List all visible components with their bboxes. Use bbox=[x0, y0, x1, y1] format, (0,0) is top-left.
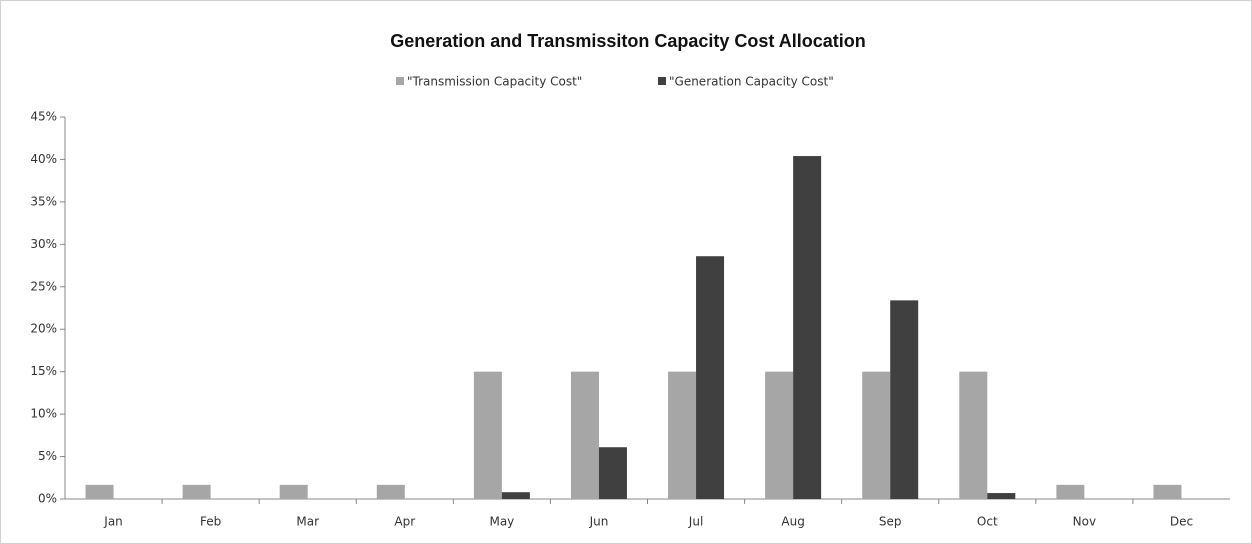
bar bbox=[501, 492, 530, 499]
x-tick-label: Aug bbox=[781, 515, 804, 529]
x-tick-label: Nov bbox=[1073, 515, 1096, 529]
bar bbox=[987, 493, 1016, 499]
bar bbox=[279, 484, 308, 499]
chart-title: Generation and Transmissiton Capacity Co… bbox=[390, 31, 865, 51]
x-tick-label: Mar bbox=[296, 515, 319, 529]
y-tick-label: 15% bbox=[30, 364, 57, 378]
legend-swatch bbox=[396, 77, 404, 85]
bar bbox=[1056, 484, 1085, 499]
y-tick-label: 40% bbox=[30, 152, 57, 166]
x-tick-label: Apr bbox=[394, 515, 415, 529]
x-tick-label: May bbox=[489, 515, 514, 529]
bar bbox=[598, 447, 627, 499]
bar bbox=[765, 371, 794, 499]
x-tick-label: Sep bbox=[879, 515, 902, 529]
bar bbox=[1153, 484, 1182, 499]
bar bbox=[376, 484, 405, 499]
bar bbox=[959, 371, 988, 499]
legend-label: "Transmission Capacity Cost" bbox=[407, 75, 582, 89]
bar bbox=[793, 156, 822, 499]
y-tick-label: 25% bbox=[30, 279, 57, 293]
x-tick-label: Feb bbox=[200, 515, 221, 529]
legend-swatch bbox=[658, 77, 666, 85]
bar bbox=[862, 371, 891, 499]
x-tick-label: Jun bbox=[589, 515, 609, 529]
bar bbox=[473, 371, 502, 499]
bar bbox=[182, 484, 211, 499]
x-tick-label: Oct bbox=[977, 515, 998, 529]
y-tick-label: 45% bbox=[30, 110, 57, 124]
bar bbox=[85, 484, 114, 499]
y-tick-label: 30% bbox=[30, 237, 57, 251]
y-tick-label: 5% bbox=[38, 449, 57, 463]
y-tick-label: 10% bbox=[30, 407, 57, 421]
y-tick-label: 0% bbox=[38, 492, 57, 506]
bar bbox=[668, 371, 697, 499]
legend-label: "Generation Capacity Cost" bbox=[669, 75, 834, 89]
y-tick-label: 20% bbox=[30, 322, 57, 336]
x-tick-label: Dec bbox=[1170, 515, 1193, 529]
y-tick-label: 35% bbox=[30, 194, 57, 208]
bar bbox=[890, 300, 919, 499]
x-tick-label: Jan bbox=[103, 515, 123, 529]
x-tick-label: Jul bbox=[688, 515, 703, 529]
bar bbox=[696, 256, 725, 499]
bar bbox=[570, 371, 599, 499]
